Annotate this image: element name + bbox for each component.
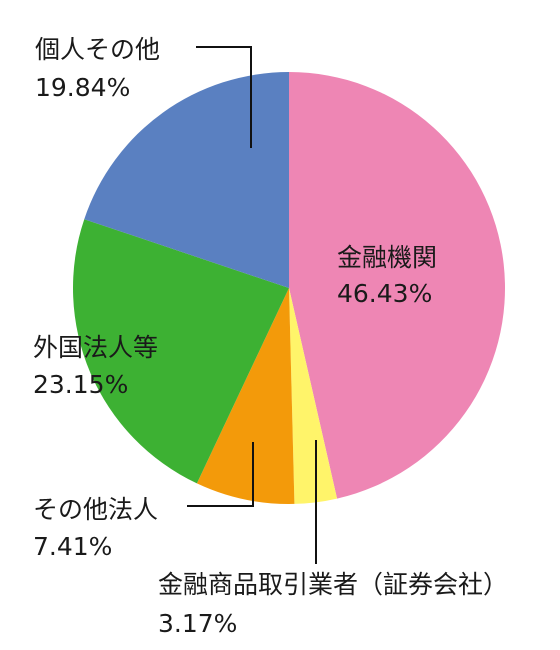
slice-financial-institutions [289,72,506,499]
slice-label-individuals-others: 個人その他 [35,35,160,64]
slice-value-securities-companies: 3.17% [158,609,237,638]
leader-other-corporations [187,442,254,507]
pie-slices [72,72,506,504]
slice-individuals-others [84,72,289,288]
slice-foreign-investors [72,219,289,484]
slice-label-foreign-investors: 外国法人等 [33,333,158,362]
slice-label-financial-institutions: 金融機関 [337,243,437,272]
leader-lines [187,46,317,564]
slice-other-corporations [196,288,295,504]
slice-value-individuals-others: 19.84% [35,73,130,102]
slice-label-other-corporations: その他法人 [33,495,158,524]
slice-value-other-corporations: 7.41% [33,532,112,561]
leader-individuals-others [196,46,252,148]
slice-value-foreign-investors: 23.15% [33,370,128,399]
slice-label-securities-companies: 金融商品取引業者（証券会社） [158,570,508,599]
slice-securities-companies [289,288,338,504]
slice-value-financial-institutions: 46.43% [337,279,432,308]
